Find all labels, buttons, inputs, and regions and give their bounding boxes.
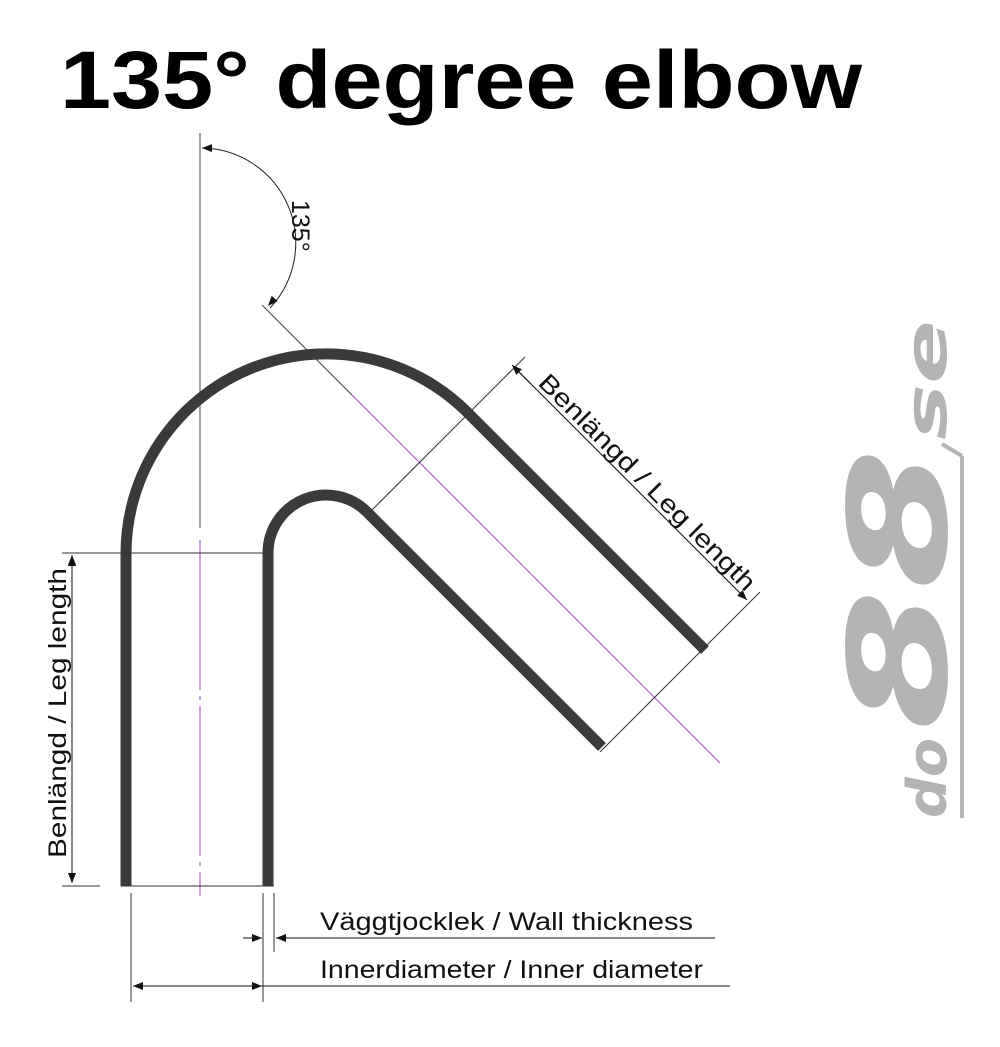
inner-wall xyxy=(262,489,606,886)
logo-part-do: do xyxy=(896,738,959,818)
page-title: 135° degree elbow xyxy=(60,35,862,126)
pipe-elbow xyxy=(120,348,709,886)
logo-part-se: se xyxy=(892,320,960,440)
inner-diameter-label: Innerdiameter / Inner diameter xyxy=(320,956,703,984)
left-leg-label: Benlängd / Leg length xyxy=(44,568,72,858)
outer-wall xyxy=(120,348,709,886)
do88-logo: do 88 se xyxy=(821,320,979,818)
right-leg-label: Benlängd / Leg length xyxy=(533,368,761,596)
logo-part-88: 88 xyxy=(821,448,979,730)
angle-arc xyxy=(201,144,297,309)
wall-thickness-label: Väggtjocklek / Wall thickness xyxy=(320,908,693,936)
angle-label: 135° xyxy=(286,200,314,252)
right-leg-dimension xyxy=(514,367,748,601)
